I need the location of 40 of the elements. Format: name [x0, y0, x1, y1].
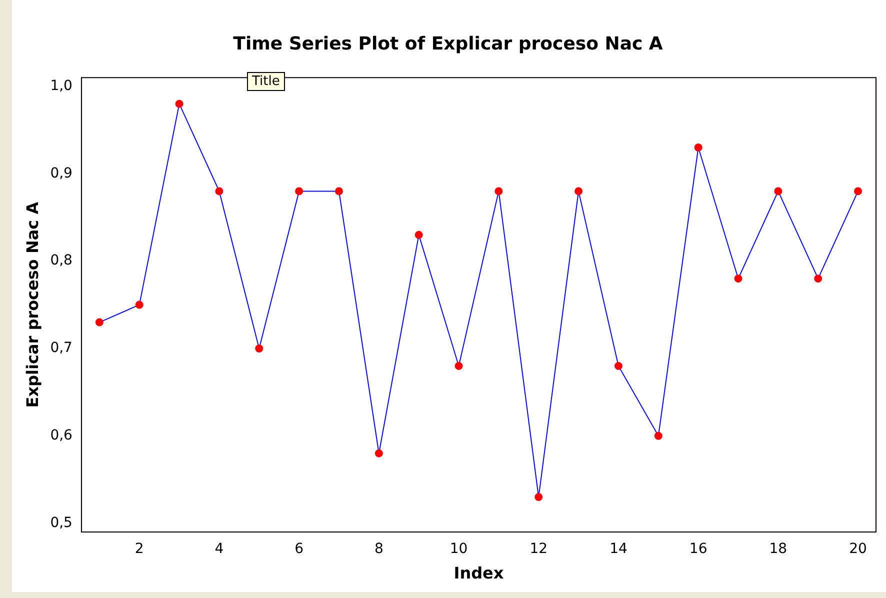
point [295, 187, 304, 196]
point [534, 493, 543, 502]
x-tick-label: 4 [214, 541, 224, 558]
x-tick-label: 2 [134, 541, 144, 558]
point [334, 187, 343, 196]
x-tick-label: 18 [769, 541, 788, 558]
y-tick-label: 0,5 [50, 514, 72, 531]
y-tick-label: 0,9 [50, 165, 72, 182]
x-tick-label: 14 [610, 541, 628, 558]
x-axis-title: Index [454, 564, 504, 583]
y-tick-label: 0,8 [50, 252, 72, 269]
point [95, 318, 104, 326]
x-tick-label: 8 [374, 541, 384, 558]
x-tick-label: 10 [450, 541, 468, 558]
point [734, 274, 742, 283]
annotation: Title [247, 72, 285, 91]
y-tick-label: 0,6 [50, 428, 73, 444]
point [654, 432, 662, 440]
point [374, 449, 383, 458]
point [414, 230, 423, 239]
point [814, 274, 822, 283]
y-tick-label: 1,0 [50, 78, 72, 94]
x-tick-label: 6 [294, 541, 304, 558]
x-tick-label: 20 [849, 541, 867, 558]
point [494, 187, 503, 196]
y-tick-label: 0,7 [50, 340, 72, 356]
x-tick-label: 16 [689, 541, 708, 558]
point [854, 187, 862, 196]
point [694, 144, 702, 152]
x-tick-label: 12 [530, 541, 548, 558]
point [574, 187, 583, 196]
y-axis-title: Explicar proceso Nac A [22, 201, 42, 408]
point [255, 344, 264, 352]
point [454, 362, 463, 370]
point [774, 187, 782, 196]
point [135, 300, 144, 309]
point [175, 100, 184, 108]
chart-title: Time Series Plot of Explicar proceso Nac A [233, 33, 663, 54]
point [215, 187, 224, 196]
point [614, 362, 622, 370]
